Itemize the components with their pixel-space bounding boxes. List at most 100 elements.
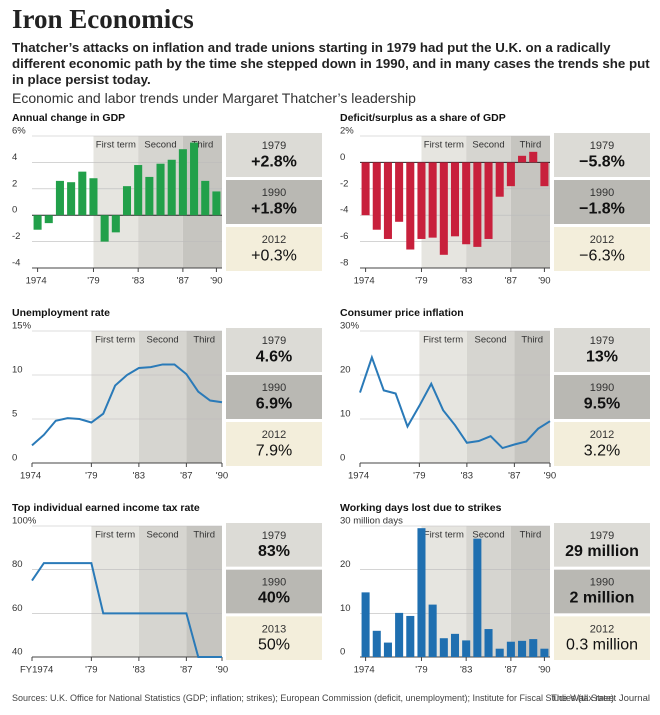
y-tick-label: -4 <box>340 205 348 216</box>
term-label: First term <box>424 140 464 151</box>
x-tick-label: '90 <box>216 471 228 482</box>
x-tick-label: FY1974 <box>20 665 53 676</box>
term-label: First term <box>95 530 135 541</box>
bar <box>167 159 176 216</box>
bar <box>406 162 415 250</box>
term-band <box>91 526 139 657</box>
x-tick-label: 1974 <box>26 276 47 287</box>
term-label: First term <box>95 335 135 346</box>
x-tick-label: '79 <box>85 665 97 676</box>
term-band <box>138 526 187 657</box>
bar <box>383 642 392 657</box>
x-tick-label: '83 <box>133 665 145 676</box>
bar <box>506 162 515 187</box>
chart-title: Working days lost due to strikes <box>340 502 502 514</box>
callout-year: 2012 <box>590 234 614 246</box>
bar <box>540 648 549 657</box>
callout-box <box>554 523 650 567</box>
callout-value: 2 million <box>570 590 635 607</box>
callout-year: 1990 <box>262 382 286 394</box>
chart-title: Deficit/surplus as a share of GDP <box>340 112 506 124</box>
x-tick-label: '79 <box>87 276 99 287</box>
chart-title: Unemployment rate <box>12 307 110 319</box>
bar <box>55 180 64 216</box>
bar <box>395 162 404 222</box>
bar <box>484 629 493 657</box>
y-tick-label: 10 <box>340 409 351 420</box>
x-tick-label: '87 <box>180 471 192 482</box>
chart-title: Top individual earned income tax rate <box>12 502 200 514</box>
bar <box>417 162 426 239</box>
callout-box <box>226 180 322 224</box>
callout-value: 6.9% <box>256 395 292 412</box>
y-tick-label: -8 <box>340 258 348 269</box>
x-tick-label: 1974 <box>20 471 41 482</box>
term-label: First term <box>424 530 464 541</box>
x-tick-label: '90 <box>216 665 228 676</box>
callout-value: −5.8% <box>579 153 625 170</box>
callout-value: 83% <box>258 543 290 560</box>
callout-value: 9.5% <box>584 395 620 412</box>
bar <box>212 191 221 216</box>
callout-value: 50% <box>258 636 290 653</box>
term-label: Second <box>144 140 176 151</box>
term-band <box>138 331 187 463</box>
x-tick-label: '83 <box>132 276 144 287</box>
term-band <box>514 331 550 463</box>
x-tick-label: '87 <box>508 471 520 482</box>
term-label: Third <box>193 335 215 346</box>
x-tick-label: '87 <box>505 665 517 676</box>
y-tick-label: 4 <box>12 152 17 163</box>
line <box>31 562 222 658</box>
term-label: Second <box>475 335 507 346</box>
sources: Sources: U.K. Office for National Statis… <box>12 693 615 703</box>
term-label: First term <box>96 140 136 151</box>
y-tick-label: 5 <box>12 409 17 420</box>
callout-value: 7.9% <box>256 442 292 459</box>
callout-box <box>226 422 322 466</box>
term-label: Second <box>472 530 504 541</box>
bar <box>372 630 381 657</box>
callout-value: 3.2% <box>584 442 620 459</box>
callout-year: 2012 <box>262 429 286 441</box>
term-label: Third <box>520 140 542 151</box>
callout-year: 1979 <box>262 530 286 542</box>
chart-title: Consumer price inflation <box>340 307 464 319</box>
x-tick-label: '83 <box>461 471 473 482</box>
callout-value: −1.8% <box>579 200 625 217</box>
y-tick-label: 100% <box>12 516 37 527</box>
bar <box>518 155 527 163</box>
y-tick-label: 0 <box>340 152 345 163</box>
y-tick-label: 80 <box>12 559 23 570</box>
bar <box>201 180 210 216</box>
callout-year: 1979 <box>590 140 614 152</box>
bar <box>495 648 504 657</box>
bar <box>495 162 504 197</box>
bar <box>100 215 109 242</box>
subtitle: Thatcher’s attacks on inflation and trad… <box>12 40 650 87</box>
callout-year: 2012 <box>590 623 614 635</box>
callout-value: +2.8% <box>251 153 297 170</box>
term-band <box>91 331 139 463</box>
y-tick-label: 40 <box>12 647 23 658</box>
bar <box>361 162 370 216</box>
term-label: Third <box>521 335 543 346</box>
bar <box>190 142 199 216</box>
term-band <box>466 331 515 463</box>
y-tick-label: 0 <box>12 205 17 216</box>
bar <box>506 641 515 657</box>
bar <box>473 162 482 247</box>
callout-year: 2012 <box>262 234 286 246</box>
callout-box <box>226 133 322 177</box>
callout-box <box>554 375 650 419</box>
bar <box>33 215 42 230</box>
x-tick-label: '90 <box>538 665 550 676</box>
chart-title: Annual change in GDP <box>12 112 125 124</box>
x-tick-label: '79 <box>415 276 427 287</box>
bar <box>428 604 437 657</box>
charts: Annual change in GDP First term Second Thir… <box>12 112 650 676</box>
x-tick-label: 1974 <box>354 276 375 287</box>
x-tick-label: 1974 <box>348 471 369 482</box>
callout-year: 1979 <box>590 530 614 542</box>
callout-box <box>226 227 322 271</box>
